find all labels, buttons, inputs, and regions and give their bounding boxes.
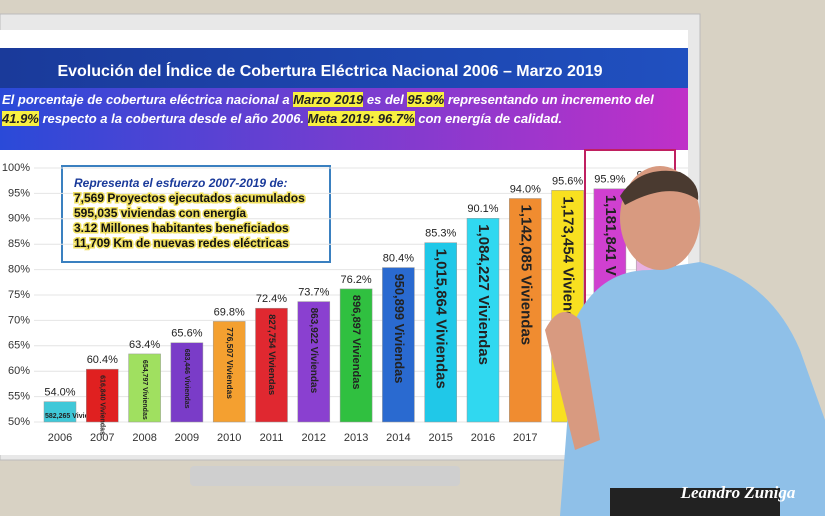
- x-tick-label: 2017: [513, 432, 537, 444]
- bar-text: 1,015,864 Viviendas: [433, 249, 450, 389]
- y-tick-label: 85%: [8, 238, 30, 250]
- bar-text: 827,754 Viviendas: [266, 314, 277, 395]
- title-bar: [0, 48, 688, 88]
- subtitle-part: es del: [363, 92, 408, 107]
- annotation-line: 595,035 viviendas con energía: [74, 206, 246, 220]
- subtitle-part: Meta 2019: 96.7%: [307, 111, 415, 126]
- value-label: 95.6%: [552, 175, 583, 187]
- x-tick-label: 2008: [132, 432, 156, 444]
- x-tick-label: 2012: [302, 432, 326, 444]
- y-tick-label: 95%: [8, 187, 30, 199]
- bar-text: 863,922 Viviendas: [308, 308, 319, 394]
- subtitle-part: 41.9%: [2, 111, 39, 126]
- value-label: 90.1%: [467, 203, 498, 215]
- y-tick-label: 100%: [2, 162, 30, 174]
- bar-text: 654,797 Viviendas: [141, 360, 148, 420]
- y-tick-label: 90%: [8, 213, 30, 225]
- value-label: 69.8%: [214, 306, 245, 318]
- bar: [382, 267, 415, 423]
- subtitle-box: El porcentaje de cobertura eléctrica nac…: [2, 90, 686, 128]
- annotation-heading: Representa el esfuerzo 2007-2019 de:: [74, 176, 287, 190]
- y-tick-label: 65%: [8, 340, 30, 352]
- x-tick-label: 2006: [48, 432, 72, 444]
- bar: [212, 321, 246, 423]
- bar-text: 1,173,454 Viviendas: [560, 196, 577, 337]
- value-label: 95.9%: [594, 174, 625, 186]
- x-tick-label: 2015: [428, 432, 452, 444]
- subtitle-part: Marzo 2019: [293, 92, 364, 107]
- value-label: 94.0%: [510, 183, 541, 195]
- y-tick-label: 60%: [8, 365, 30, 377]
- annotation-line: 11,709 Km de nuevas redes eléctricas: [74, 236, 289, 250]
- annotation-box: [61, 165, 331, 263]
- y-tick-label: 70%: [8, 314, 30, 326]
- value-label: 85.3%: [425, 228, 456, 240]
- y-tick-label: 55%: [8, 391, 30, 403]
- bar-text: 616,840 Viviendas: [98, 375, 105, 435]
- bar: [424, 242, 457, 423]
- value-label: 76.2%: [340, 274, 371, 286]
- bar: [466, 218, 500, 423]
- x-tick-label: 2013: [344, 432, 368, 444]
- bar: [170, 342, 204, 423]
- x-tick-label: 2009: [175, 432, 199, 444]
- value-label: 63.4%: [129, 339, 160, 351]
- bar: [509, 198, 542, 423]
- watermark: Leandro Zuniga: [680, 483, 796, 502]
- bar-text: 1,142,085 Viviendas: [517, 204, 534, 345]
- subtitle-part: respecto a la cobertura desde el año 200…: [38, 111, 308, 126]
- annotation-line: 3.12 Millones habitantes beneficiados: [74, 221, 289, 235]
- bar: [128, 353, 161, 423]
- value-label: 54.0%: [44, 387, 75, 399]
- bar-text: 896,897 Viviendas: [350, 295, 362, 390]
- value-label: 65.6%: [171, 328, 202, 340]
- bar-text: 683,446 Viviendas: [183, 349, 190, 409]
- bar: [297, 301, 331, 423]
- x-tick-label: 2014: [386, 432, 410, 444]
- y-tick-label: 75%: [8, 289, 30, 301]
- subtitle-part: 95.9%: [407, 92, 445, 107]
- subtitle-part: representando un incremento del: [444, 92, 654, 107]
- bar-text: 1,181,841 V: [602, 195, 619, 276]
- value-label: 72.4%: [256, 293, 287, 305]
- y-tick-label: 50%: [8, 416, 30, 428]
- screen-tray: [190, 466, 460, 486]
- bar: [43, 401, 77, 423]
- bar-text: 1,084,227 Viviendas: [475, 224, 492, 365]
- subtitle-part: con energía de calidad.: [414, 111, 563, 126]
- bar: [86, 368, 119, 423]
- subtitle: El porcentaje de cobertura eléctrica nac…: [2, 90, 686, 128]
- bar: [255, 307, 288, 423]
- value-label: 60.4%: [87, 354, 118, 366]
- bar-text: 950,899 Viviendas: [392, 274, 407, 384]
- x-tick-label: 2010: [217, 432, 241, 444]
- value-label: 73.7%: [298, 287, 329, 299]
- annotation-line: 7,569 Proyectos ejecutados acumulados: [74, 191, 305, 205]
- x-tick-label: 2007: [90, 432, 114, 444]
- y-tick-label: 80%: [8, 264, 30, 276]
- bar: [339, 288, 373, 423]
- x-tick-label: 2011: [260, 432, 284, 444]
- presenter: [545, 166, 825, 516]
- subtitle-part: El porcentaje de cobertura eléctrica nac…: [2, 92, 294, 107]
- chart-title: Evolución del Índice de Cobertura Eléctr…: [57, 61, 602, 80]
- value-label: 80.4%: [383, 252, 414, 264]
- bar-text: 776,507 Viviendas: [225, 327, 235, 399]
- bar-text: 582,265 Viviendas: [45, 413, 105, 420]
- x-tick-label: 2016: [471, 432, 495, 444]
